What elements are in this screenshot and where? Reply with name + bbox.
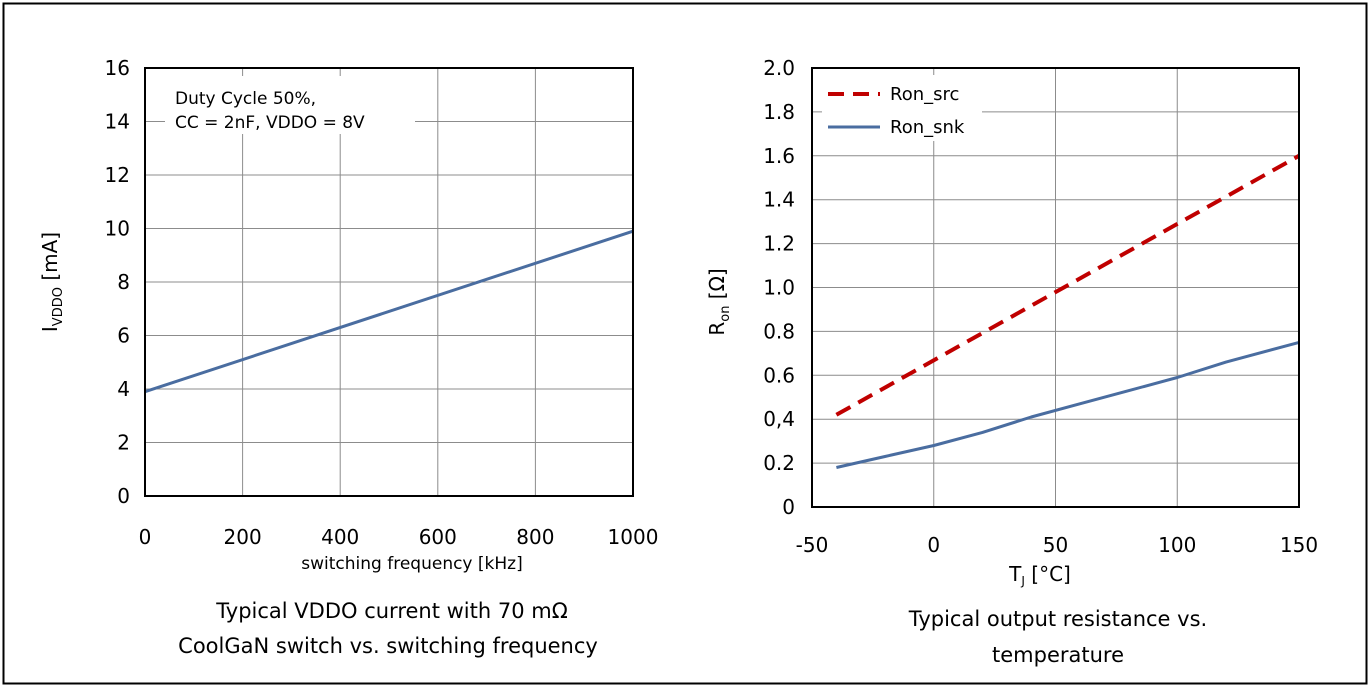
- x-tick-label: 600: [419, 525, 457, 549]
- series-layer: [144, 229, 634, 394]
- y-tick-label: 16: [105, 56, 130, 80]
- y-axis-label-sub: VDDO: [51, 287, 66, 326]
- y-tick-label: 1.0: [763, 276, 795, 300]
- x-tick-label: 400: [321, 525, 359, 549]
- y-tick-label: 1.2: [763, 232, 795, 256]
- x-tick-label: 50: [1043, 533, 1068, 557]
- y-tick-label: 0: [782, 495, 795, 519]
- y-tick-label: 2.0: [763, 56, 795, 80]
- series-line-ron-src: [835, 154, 1300, 417]
- caption-line-2: temperature: [992, 643, 1124, 667]
- annotation-line-1: Duty Cycle 50%,: [175, 89, 316, 109]
- y-tick-labels: 0 2 4 6 8 10 12 14 16: [105, 56, 130, 508]
- chart-vddo-current: Duty Cycle 50%, CC = 2nF, VDDO = 8V 0 2 4 6…: [38, 56, 658, 658]
- y-tick-label: 12: [105, 163, 130, 187]
- y-tick-label: 8: [117, 270, 130, 294]
- x-tick-label: 1000: [608, 525, 659, 549]
- x-tick-label: 0: [927, 533, 940, 557]
- y-tick-label: 4: [117, 377, 130, 401]
- series-line-vddo-current: [144, 229, 634, 394]
- x-tick-label: 150: [1280, 533, 1318, 557]
- x-axis-label-sub: J: [1020, 574, 1025, 588]
- plot-area: [144, 67, 634, 497]
- y-tick-label: 14: [105, 110, 130, 134]
- x-tick-label: 200: [224, 525, 262, 549]
- grid-lines: [145, 68, 633, 496]
- caption-line-2: CoolGaN switch vs. switching frequency: [178, 634, 598, 658]
- y-axis-label-sub: on: [718, 306, 733, 322]
- x-axis-label: switching frequency [kHz]: [301, 554, 522, 574]
- annotation-background: [165, 76, 415, 134]
- y-tick-label: 0,4: [763, 407, 795, 431]
- y-axis-label-unit: [mA]: [38, 232, 62, 287]
- y-tick-labels: 0 0.2 0,4 0.6 0.8 1.0 1.2 1.4 1.6 1.8 2.0: [763, 56, 795, 519]
- y-tick-label: 0: [117, 484, 130, 508]
- grid-lines: [812, 68, 1299, 507]
- caption-line-1: Typical VDDO current with 70 mΩ: [215, 599, 568, 623]
- annotation-line-2: CC = 2nF, VDDO = 8V: [175, 113, 365, 133]
- series-line-ron-snk: [836, 340, 1300, 469]
- legend-background: [822, 75, 982, 141]
- x-tick-label: 100: [1158, 533, 1196, 557]
- x-axis-label-unit: [°C]: [1025, 562, 1071, 586]
- x-axis-label: TJ [°C]: [1008, 562, 1071, 588]
- y-tick-label: 1.6: [763, 144, 795, 168]
- caption-line-1: Typical output resistance vs.: [908, 607, 1207, 631]
- chart-output-resistance: Ron_src Ron_snk 0 0.2 0,4 0.6 0.8 1.0 1.2 1.4 1.…: [705, 56, 1318, 667]
- x-tick-label: 0: [139, 525, 152, 549]
- x-tick-label: 800: [516, 525, 554, 549]
- y-tick-label: 1.4: [763, 188, 795, 212]
- y-tick-label: 10: [105, 217, 130, 241]
- x-tick-labels: 0 200 400 600 800 1000: [139, 525, 659, 549]
- y-axis-label-main: R: [705, 322, 729, 336]
- x-tick-label: -50: [796, 533, 829, 557]
- y-axis-label: IVDDO [mA]: [38, 232, 66, 332]
- legend: Ron_src Ron_snk: [822, 75, 982, 141]
- y-tick-label: 2: [117, 431, 130, 455]
- annotation-box: Duty Cycle 50%, CC = 2nF, VDDO = 8V: [165, 76, 415, 134]
- legend-label-ron-src: Ron_src: [890, 84, 959, 105]
- plot-area: [811, 67, 1300, 508]
- y-tick-label: 0.6: [763, 363, 795, 387]
- x-tick-labels: -50 0 50 100 150: [796, 533, 1318, 557]
- y-axis-label: Ron [Ω]: [705, 268, 733, 335]
- y-axis-label-unit: [Ω]: [705, 268, 729, 305]
- series-layer: [835, 154, 1300, 469]
- y-tick-label: 0.8: [763, 319, 795, 343]
- x-axis-label-main: T: [1008, 562, 1022, 586]
- y-tick-label: 1.8: [763, 100, 795, 124]
- y-tick-label: 0.2: [763, 451, 795, 475]
- legend-label-ron-snk: Ron_snk: [890, 117, 965, 138]
- y-tick-label: 6: [117, 324, 130, 348]
- y-axis-label-main: I: [38, 326, 62, 332]
